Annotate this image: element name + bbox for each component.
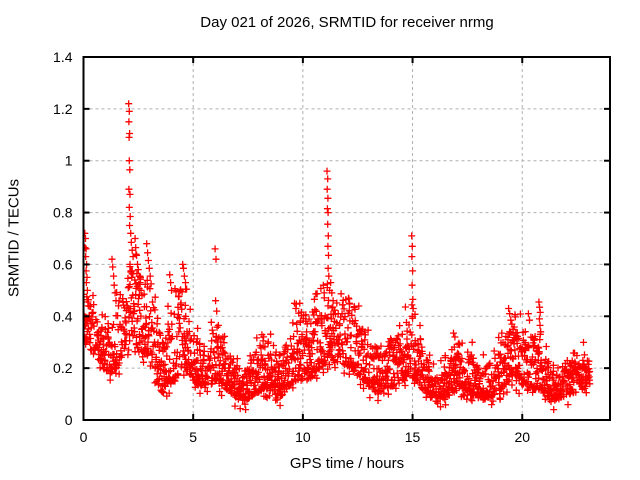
y-tick-label: 1.4 bbox=[53, 49, 73, 65]
y-tick-label: 0.8 bbox=[53, 205, 73, 221]
chart-title: Day 021 of 2026, SRMTID for receiver nrm… bbox=[200, 14, 494, 31]
scatter-points bbox=[83, 100, 594, 414]
x-axis-label: GPS time / hours bbox=[289, 455, 405, 472]
x-tick-label: 10 bbox=[295, 429, 311, 445]
x-tick-label: 0 bbox=[80, 429, 88, 445]
x-tick-label: 5 bbox=[189, 429, 197, 445]
y-axis-label: SRMTID / TECUs bbox=[5, 178, 23, 298]
plot-border bbox=[82, 56, 611, 421]
y-tick-label: 0.6 bbox=[53, 256, 73, 272]
y-tick-label: 1.2 bbox=[53, 101, 73, 117]
y-tick-label: 0 bbox=[65, 412, 73, 428]
x-tick-label: 20 bbox=[514, 429, 530, 445]
y-tick-label: 0.2 bbox=[53, 360, 73, 376]
y-tick-label: 0.4 bbox=[53, 308, 73, 324]
y-tick-label: 1 bbox=[65, 153, 73, 169]
x-tick-label: 15 bbox=[405, 429, 421, 445]
